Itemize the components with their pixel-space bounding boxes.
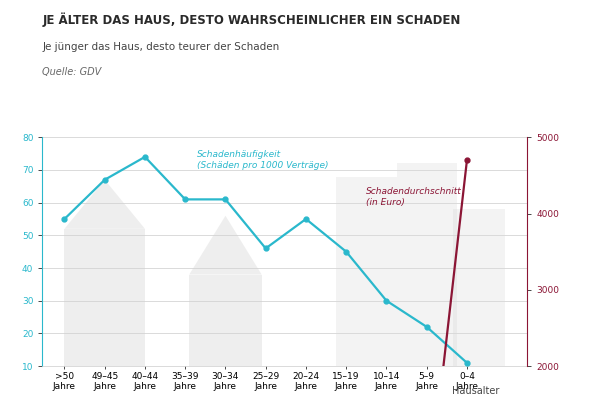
FancyBboxPatch shape [396, 163, 457, 366]
Text: JE ÄLTER DAS HAUS, DESTO WAHRSCHEINLICHER EIN SCHADEN: JE ÄLTER DAS HAUS, DESTO WAHRSCHEINLICHE… [42, 12, 461, 27]
Text: Schadendurchschnitt
(in Euro): Schadendurchschnitt (in Euro) [366, 187, 462, 207]
FancyBboxPatch shape [336, 176, 396, 366]
Text: Hausalter: Hausalter [451, 386, 499, 396]
Text: Quelle: GDV: Quelle: GDV [42, 67, 102, 77]
Text: Schadenhäufigkeit
(Schäden pro 1000 Verträge): Schadenhäufigkeit (Schäden pro 1000 Vert… [198, 150, 329, 171]
FancyBboxPatch shape [64, 229, 145, 366]
Text: Je jünger das Haus, desto teurer der Schaden: Je jünger das Haus, desto teurer der Sch… [42, 42, 280, 52]
FancyBboxPatch shape [189, 275, 262, 366]
Polygon shape [189, 216, 262, 275]
Polygon shape [64, 180, 145, 229]
FancyBboxPatch shape [453, 209, 505, 366]
